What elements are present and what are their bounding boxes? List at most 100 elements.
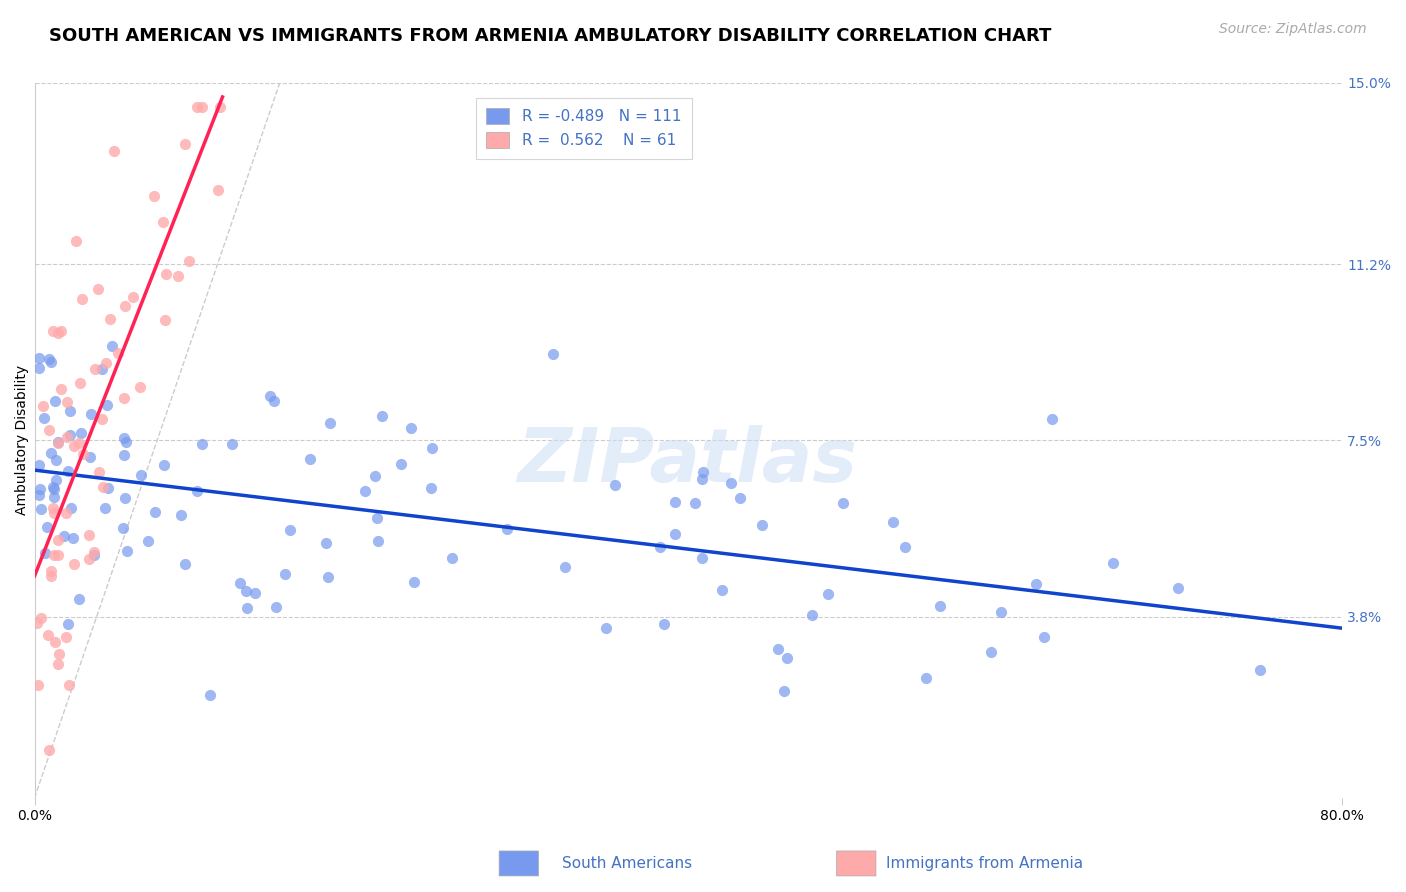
Point	[728, 491, 751, 505]
Point	[221, 437, 243, 451]
Point	[720, 476, 742, 491]
Point	[46, 326, 69, 340]
Point	[776, 651, 799, 665]
Point	[114, 299, 136, 313]
Point	[77, 528, 100, 542]
Point	[800, 607, 823, 622]
Point	[1025, 576, 1047, 591]
Point	[38, 352, 60, 367]
Point	[70, 292, 93, 306]
Point	[30, 482, 52, 496]
Point	[690, 550, 713, 565]
Point	[28, 360, 51, 375]
Point	[174, 136, 197, 151]
Point	[228, 576, 250, 591]
Point	[152, 458, 174, 473]
Point	[46, 548, 69, 562]
Point	[817, 587, 839, 601]
Point	[80, 407, 103, 421]
Point	[39, 355, 62, 369]
Point	[44, 393, 66, 408]
Point	[690, 472, 713, 486]
Point	[63, 558, 86, 572]
Point	[79, 450, 101, 464]
Point	[1249, 663, 1271, 677]
Point	[354, 484, 377, 499]
Point	[915, 671, 938, 685]
Point	[198, 688, 221, 702]
Point	[367, 534, 389, 549]
Point	[298, 451, 321, 466]
Point	[177, 254, 200, 268]
Point	[46, 434, 69, 449]
Point	[28, 458, 51, 472]
Point	[554, 560, 576, 574]
Point	[142, 189, 165, 203]
Point	[32, 399, 55, 413]
Point	[101, 339, 124, 353]
Point	[273, 566, 295, 581]
Point	[263, 394, 285, 409]
Point	[235, 601, 257, 615]
Point	[72, 447, 94, 461]
Point	[990, 605, 1012, 619]
Point	[58, 616, 80, 631]
Point	[44, 491, 66, 505]
Point	[186, 483, 208, 498]
Point	[245, 586, 267, 600]
Point	[58, 678, 80, 692]
Point	[129, 468, 152, 483]
Point	[766, 642, 789, 657]
Point	[278, 523, 301, 537]
Point	[191, 100, 214, 114]
Point	[128, 380, 150, 394]
Point	[122, 290, 145, 304]
Point	[62, 531, 84, 545]
Point	[98, 311, 121, 326]
Point	[652, 616, 675, 631]
Point	[96, 482, 118, 496]
Point	[1040, 412, 1063, 426]
Point	[207, 184, 229, 198]
Point	[186, 100, 208, 114]
Point	[28, 351, 51, 365]
Point	[264, 600, 287, 615]
Text: South Americans: South Americans	[562, 856, 693, 871]
Point	[55, 630, 77, 644]
Point	[980, 645, 1002, 659]
Point	[48, 647, 70, 661]
Point	[112, 431, 135, 445]
Point	[664, 495, 686, 509]
Point	[364, 469, 387, 483]
Point	[1033, 630, 1056, 644]
Point	[38, 743, 60, 757]
Point	[30, 611, 52, 625]
Point	[45, 453, 67, 467]
Point	[39, 446, 62, 460]
Point	[83, 544, 105, 558]
Point	[84, 362, 107, 376]
Point	[366, 511, 388, 525]
Point	[208, 100, 231, 114]
Point	[155, 267, 177, 281]
Point	[32, 411, 55, 425]
Point	[143, 504, 166, 518]
Point	[319, 416, 342, 430]
Point	[42, 548, 65, 562]
Point	[42, 480, 65, 494]
Point	[170, 508, 193, 523]
Point	[27, 678, 49, 692]
Point	[58, 464, 80, 478]
Point	[441, 551, 464, 566]
Point	[235, 583, 257, 598]
Point	[152, 215, 174, 229]
Legend: R = -0.489   N = 111, R =  0.562    N = 61: R = -0.489 N = 111, R = 0.562 N = 61	[475, 98, 692, 159]
Text: ZIPatlas: ZIPatlas	[519, 425, 858, 499]
Point	[174, 557, 197, 571]
Point	[115, 435, 138, 450]
Point	[315, 536, 337, 550]
Point	[495, 522, 517, 536]
Point	[77, 552, 100, 566]
Point	[38, 423, 60, 437]
Point	[103, 144, 125, 158]
